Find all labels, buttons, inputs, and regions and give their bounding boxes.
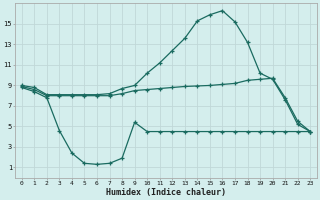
- X-axis label: Humidex (Indice chaleur): Humidex (Indice chaleur): [106, 188, 226, 197]
